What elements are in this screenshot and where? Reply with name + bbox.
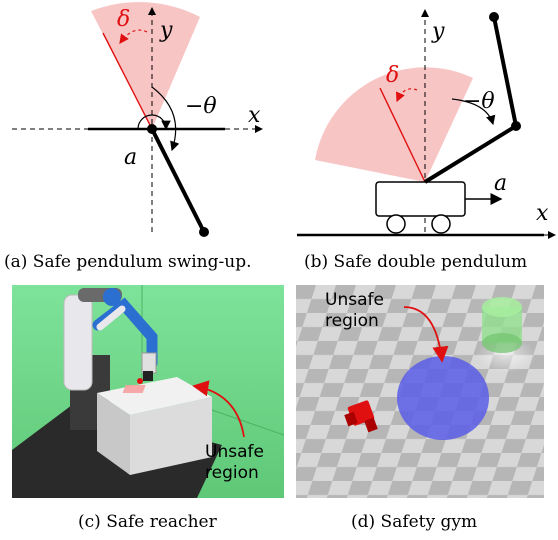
angle-a-arc [137, 114, 171, 131]
unsafe-sector [315, 67, 473, 182]
double-pendulum-diagram: δ y x −θ a [297, 9, 556, 239]
reacher-render: Unsafe region [12, 285, 284, 498]
pendulum-pivot [147, 124, 157, 134]
pendulum-rod-2 [492, 16, 518, 127]
pendulum-diagram: δ y x −θ a [12, 2, 263, 237]
label-a: a [124, 145, 137, 170]
hazard-region [397, 356, 489, 440]
delta-line [102, 32, 153, 130]
table-top [97, 377, 212, 415]
pendulum-rod-1 [423, 124, 518, 184]
gym-scene [296, 285, 544, 498]
label-delta: δ [386, 63, 399, 88]
delta-line [379, 87, 426, 183]
annotation-arrow [192, 380, 245, 438]
safety-gym-render: Unsafe region [296, 285, 544, 498]
caption-d: (d) Safety gym [351, 512, 478, 532]
unsafe-label-line2: region [205, 463, 259, 483]
target-dot [137, 378, 143, 384]
label-y: y [431, 19, 445, 44]
annotation-arrow [403, 306, 449, 363]
pendulum-bob [489, 12, 499, 22]
unsafe-label-line1: Unsafe [325, 290, 384, 310]
unsafe-label-line2: region [325, 311, 379, 331]
joint [511, 121, 521, 131]
caption-a: (a) Safe pendulum swing-up. [4, 252, 252, 272]
red-robot [344, 400, 378, 433]
cart-wheel-left [386, 214, 406, 234]
label-delta: δ [117, 7, 130, 32]
cart-wheel-right [431, 214, 451, 234]
cart-body [375, 181, 466, 217]
caption-c: (c) Safe reacher [78, 512, 217, 532]
label-x: x [248, 103, 261, 128]
unsafe-label-line1: Unsafe [205, 442, 264, 462]
unsafe-region-patch [122, 385, 146, 393]
reacher-scene [12, 285, 284, 498]
pendulum-bob [199, 227, 209, 237]
label-y: y [159, 18, 173, 43]
label-theta: −θ [185, 94, 217, 119]
label-theta: −θ [463, 89, 495, 114]
caption-b: (b) Safe double pendulum [304, 252, 528, 272]
label-x: x [536, 201, 549, 226]
pendulum-rod [150, 128, 206, 233]
unsafe-sector [91, 2, 200, 130]
label-a: a [494, 171, 507, 196]
